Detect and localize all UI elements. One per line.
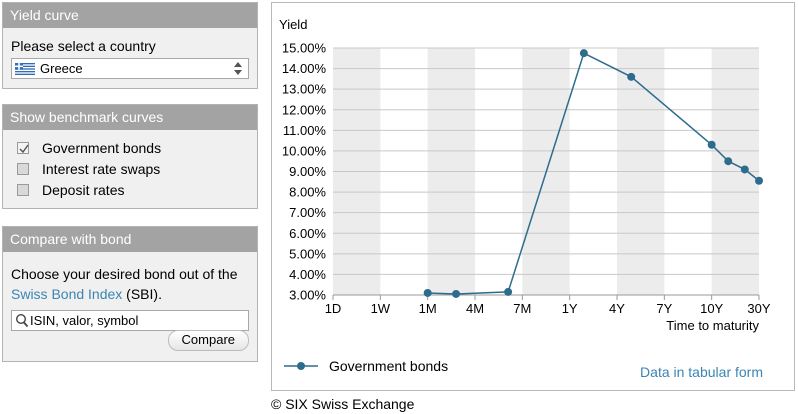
data-point[interactable]: [504, 287, 513, 296]
deposit-rates-label: Deposit rates: [42, 181, 125, 198]
compare-text-before: Choose your desired bond out of the: [11, 266, 238, 282]
compare-button[interactable]: Compare: [167, 330, 249, 351]
data-point[interactable]: [740, 165, 749, 174]
x-tick-label: 7Y: [656, 301, 672, 316]
y-tick-label: 12.00%: [282, 102, 327, 117]
benchmark-option-deposit-rates[interactable]: Deposit rates: [11, 179, 249, 200]
data-point[interactable]: [627, 72, 636, 81]
data-point[interactable]: [724, 157, 733, 166]
y-tick-label: 9.00%: [289, 164, 326, 179]
deposit-rates-checkbox[interactable]: [17, 183, 29, 196]
benchmark-option-government-bonds[interactable]: Government bonds: [11, 137, 249, 158]
y-tick-label: 4.00%: [289, 267, 326, 282]
benchmark-option-interest-rate-swaps[interactable]: Interest rate swaps: [11, 158, 249, 179]
x-tick-label: 4Y: [609, 301, 625, 316]
search-icon: [15, 313, 29, 328]
legend-marker: [297, 362, 305, 370]
compare-text-after: (SBI).: [122, 286, 162, 302]
x-tick-label: 1W: [371, 301, 391, 316]
country-select[interactable]: Greece: [11, 58, 249, 79]
benchmark-panel: Show benchmark curves Government bonds I…: [2, 104, 258, 209]
country-select-value: Greece: [40, 61, 83, 76]
y-axis-title: Yield: [279, 17, 307, 32]
y-tick-label: 7.00%: [289, 205, 326, 220]
checkmark-icon: [19, 144, 29, 153]
legend-label-government-bonds: Government bonds: [329, 358, 448, 374]
x-tick-label: 4M: [466, 301, 484, 316]
yield-curve-panel: Yield curve Please select a country Gree…: [2, 2, 258, 89]
x-tick-label: 1D: [325, 301, 342, 316]
y-tick-label: 11.00%: [283, 123, 327, 138]
yield-curve-panel-title: Yield curve: [3, 3, 257, 28]
benchmark-panel-title: Show benchmark curves: [3, 105, 257, 130]
y-tick-label: 15.00%: [282, 41, 327, 56]
bond-search-field[interactable]: ISIN, valor, symbol: [11, 310, 249, 331]
data-tabular-link[interactable]: Data in tabular form: [640, 364, 763, 380]
compare-panel: Compare with bond Choose your desired bo…: [2, 226, 258, 362]
y-tick-label: 14.00%: [282, 61, 327, 76]
x-axis-title: Time to maturity: [666, 318, 759, 333]
interest-rate-swaps-label: Interest rate swaps: [42, 160, 161, 177]
compare-panel-title: Compare with bond: [3, 227, 257, 252]
greece-flag-icon: [15, 63, 35, 75]
y-tick-label: 5.00%: [289, 246, 326, 261]
swiss-bond-index-link[interactable]: Swiss Bond Index: [11, 286, 123, 302]
x-tick-label: 10Y: [700, 301, 723, 316]
compare-instructions: Choose your desired bond out of the Swis…: [11, 264, 249, 304]
x-tick-label: 1Y: [562, 301, 578, 316]
yield-chart-frame: 15.00% 14.00% 13.00% 12.00% 11.00% 10.00% 9.00…: [271, 2, 795, 391]
y-tick-label: 6.00%: [289, 226, 326, 241]
y-tick-label: 3.00%: [289, 288, 326, 303]
bond-search-placeholder: ISIN, valor, symbol: [30, 313, 139, 328]
data-point[interactable]: [423, 288, 432, 297]
data-point[interactable]: [755, 176, 763, 185]
interest-rate-swaps-checkbox[interactable]: [17, 162, 29, 175]
country-select-label: Please select a country: [11, 38, 156, 54]
data-point[interactable]: [579, 49, 588, 58]
data-point[interactable]: [452, 289, 461, 298]
yield-curve-panel-body: Please select a country Greece: [3, 28, 257, 85]
yield-curve-chart: 15.00% 14.00% 13.00% 12.00% 11.00% 10.00% 9.00…: [279, 17, 771, 380]
y-tick-label: 8.00%: [289, 185, 326, 200]
copyright-text: © SIX Swiss Exchange: [271, 396, 415, 412]
x-tick-label: 1M: [419, 301, 437, 316]
x-tick-label: 7M: [513, 301, 531, 316]
government-bonds-label: Government bonds: [42, 139, 162, 156]
y-tick-label: 13.00%: [282, 82, 327, 97]
compare-panel-body: Choose your desired bond out of the Swis…: [3, 252, 257, 337]
y-tick-label: 10.00%: [282, 143, 327, 158]
government-bonds-checkbox[interactable]: [17, 141, 29, 154]
benchmark-panel-body: Government bonds Interest rate swaps Dep…: [3, 130, 257, 206]
x-tick-label: 30Y: [747, 301, 770, 316]
select-arrows-icon[interactable]: [233, 61, 243, 76]
data-point[interactable]: [707, 140, 716, 149]
